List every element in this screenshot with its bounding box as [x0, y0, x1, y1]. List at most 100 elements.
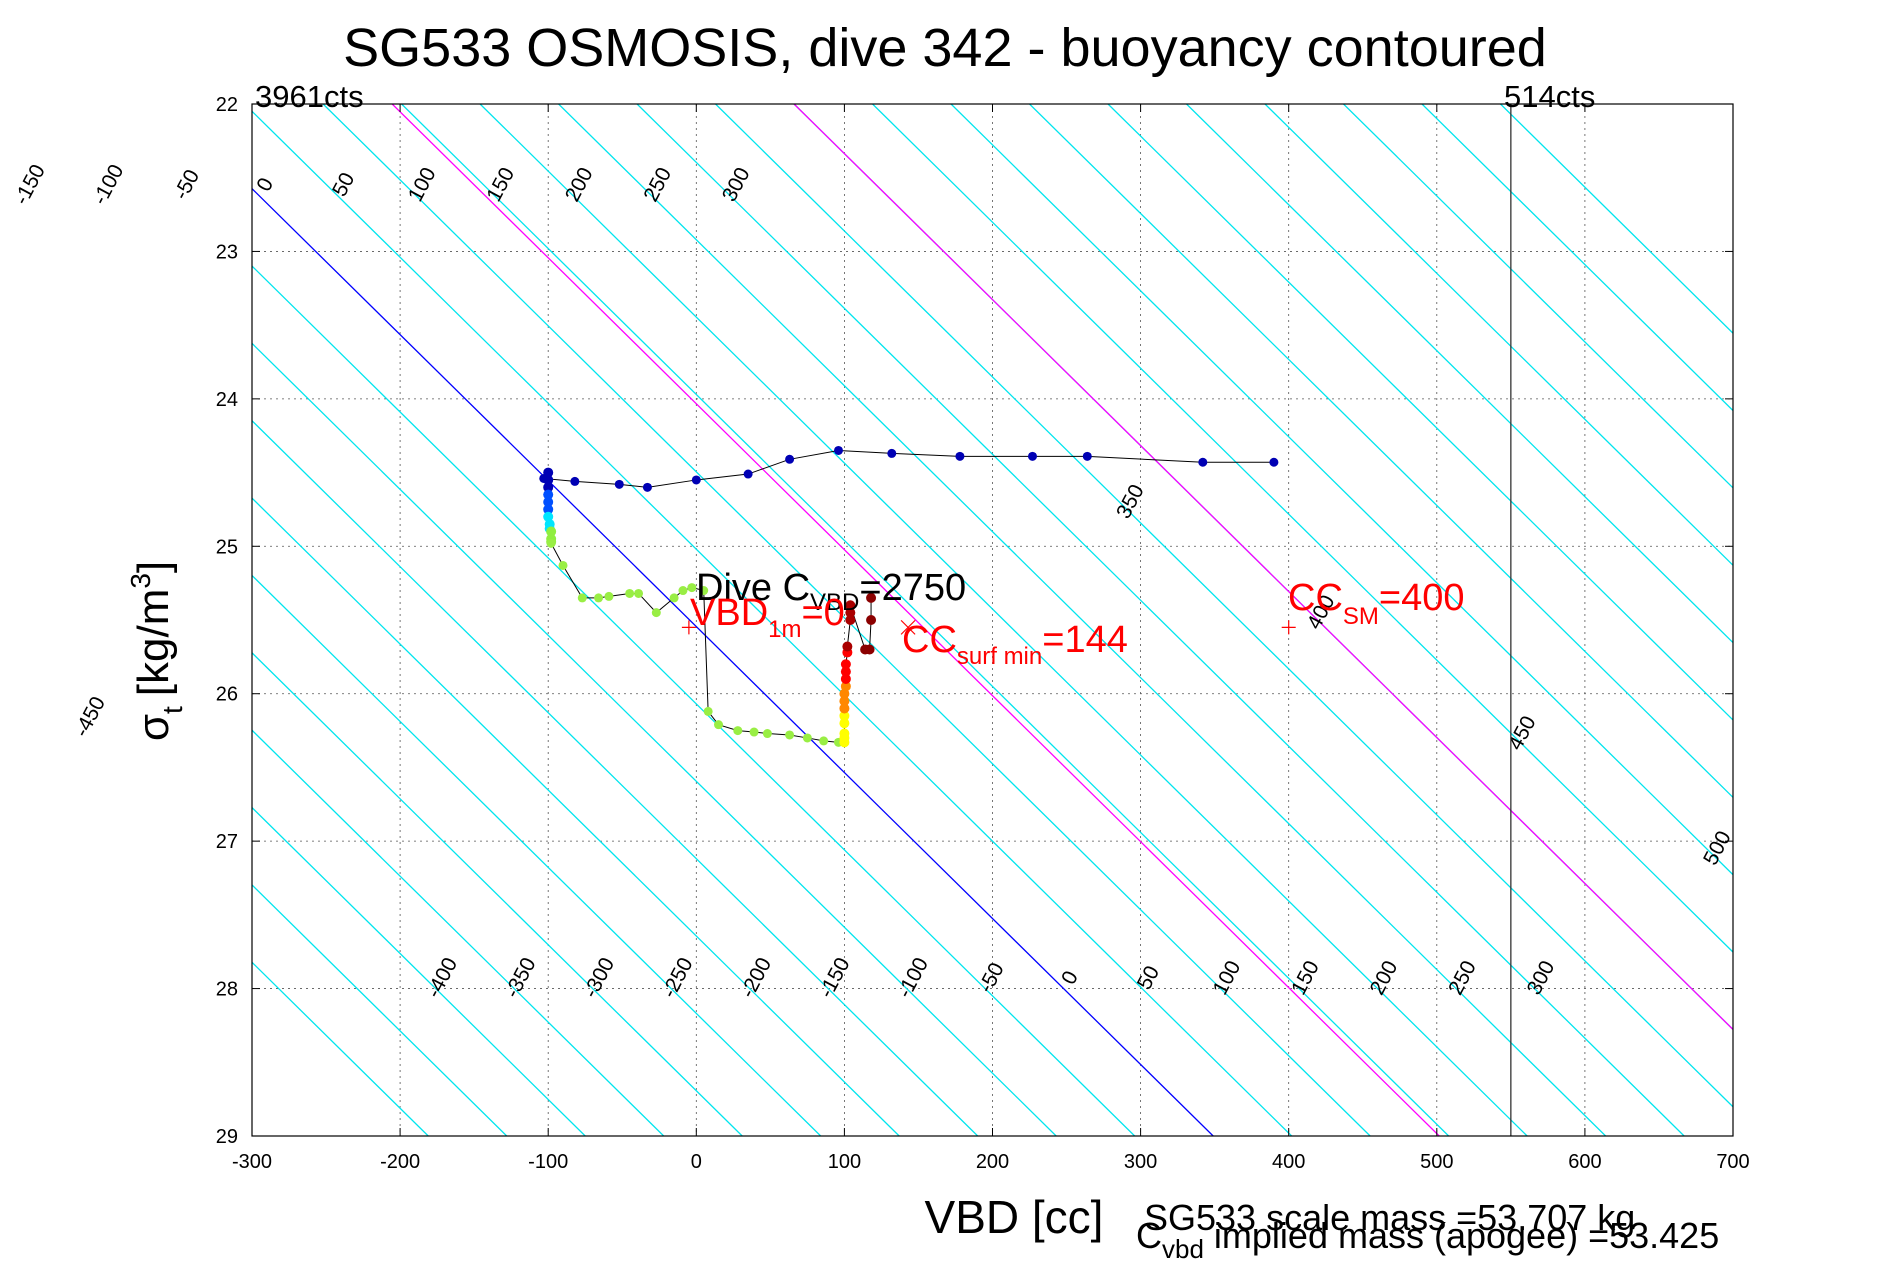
- contour-line: [1107, 104, 1733, 721]
- cc-sm-sub: SM: [1343, 603, 1379, 630]
- dive-point-ascent: [546, 538, 556, 548]
- marker-x: [900, 619, 916, 635]
- annotation-cc-surf-min: CCsurf min=144: [902, 619, 1128, 670]
- contour-label: -300: [579, 954, 619, 1002]
- dive-point-ascent: [651, 608, 661, 618]
- contour-label: -450: [70, 693, 110, 741]
- dive-point-deep: [543, 497, 554, 508]
- dive-point-surface: [845, 607, 856, 618]
- contour-label: 50: [328, 169, 359, 200]
- y-tick-label: 29: [216, 1126, 238, 1148]
- contour-line: [1500, 104, 1733, 335]
- x-tick-label: 0: [691, 1151, 702, 1173]
- contour-line-highlight: [793, 104, 1733, 1031]
- dive-point-ascent: [749, 727, 759, 737]
- x-tick-label: -100: [528, 1151, 568, 1173]
- dive-point-deep: [543, 489, 554, 500]
- dive-point-descent: [955, 451, 965, 461]
- dive-point-surface: [840, 666, 851, 677]
- x-tick-label: 500: [1420, 1151, 1453, 1173]
- contour-line: [252, 110, 1293, 1136]
- cc-surf-min-end: =144: [1042, 619, 1128, 661]
- contour-line: [872, 104, 1733, 953]
- annotation-dive-c: Dive CVBD=2750: [696, 567, 966, 616]
- dive-point-ascent: [634, 588, 644, 598]
- y-tick-label: 23: [216, 241, 238, 263]
- dive-point-surface: [839, 728, 850, 739]
- dive-point-surface: [839, 710, 850, 721]
- contour-line: [1186, 104, 1733, 644]
- dive-point-surface: [845, 600, 856, 611]
- contour-line: [252, 651, 743, 1136]
- contour-label: 100: [1209, 957, 1246, 999]
- dive-point-descent: [785, 454, 795, 464]
- contour-label: -100: [88, 161, 128, 209]
- contour-line: [1421, 104, 1733, 412]
- dive-point-surface: [845, 615, 856, 625]
- vbd-1m-end: =0: [801, 592, 844, 634]
- y-label-end: ]: [129, 561, 178, 573]
- marker-plus: [1281, 620, 1296, 635]
- contour-label: 300: [718, 164, 755, 206]
- y-tick-label: 28: [216, 979, 238, 1001]
- contour-line: [558, 104, 1607, 1136]
- contour-label: 250: [1444, 957, 1481, 999]
- contour-line: [252, 729, 665, 1136]
- cc-surf-min-sub: surf min: [957, 643, 1042, 670]
- contour-line: [715, 104, 1733, 1108]
- dive-point-descent: [887, 448, 897, 458]
- cc-sm-end: =400: [1379, 577, 1465, 619]
- dive-point-ascent: [594, 593, 604, 603]
- contour-label: 250: [639, 164, 676, 206]
- contour-label: -400: [422, 954, 462, 1002]
- contour-label: -250: [658, 954, 698, 1002]
- contour-label: -200: [736, 954, 776, 1002]
- implied-mass-main: C: [1136, 1215, 1162, 1256]
- x-tick-label: 700: [1716, 1151, 1749, 1173]
- dive-point-ascent: [678, 586, 688, 596]
- y-label-sub: t: [157, 706, 188, 714]
- contour-label: 300: [1523, 957, 1560, 999]
- dive-point-ascent: [699, 586, 709, 596]
- x-tick-label: 400: [1272, 1151, 1305, 1173]
- contour-label: 500: [1699, 827, 1736, 869]
- contour-label: 450: [1504, 712, 1541, 754]
- dive-points: [539, 445, 1279, 748]
- y-tick-label: 27: [216, 831, 238, 853]
- dive-point-deep: [543, 482, 554, 493]
- contour-line: [479, 104, 1528, 1136]
- dive-point-ascent: [762, 729, 772, 739]
- dive-point-ascent: [669, 593, 679, 603]
- dive-point-descent: [691, 475, 701, 485]
- y-tick-label: 25: [216, 536, 238, 558]
- y-label-main: σ: [129, 714, 178, 741]
- dive-point-surface: [839, 718, 850, 729]
- contour-label: -100: [893, 954, 933, 1002]
- dive-point-ascent: [703, 706, 713, 716]
- dive-point-descent: [642, 482, 652, 492]
- x-tick-label: -300: [232, 1151, 272, 1173]
- contour-line: [252, 806, 586, 1136]
- x-tick-label: 100: [828, 1151, 861, 1173]
- contour-label: 100: [404, 164, 441, 206]
- dive-point-ascent: [714, 720, 724, 730]
- dive-point-ascent: [819, 736, 829, 746]
- annotation-cc-sm: CCSM=400: [1288, 577, 1464, 630]
- dive-point-ascent: [625, 588, 635, 598]
- contour-line: [636, 104, 1685, 1136]
- contour-line: [252, 342, 1057, 1136]
- dive-point-descent: [1269, 457, 1279, 467]
- dive-point-deep: [543, 504, 554, 515]
- x-tick-label: 300: [1124, 1151, 1157, 1173]
- dive-point-descent: [833, 445, 843, 455]
- dive-point-descent: [614, 479, 624, 489]
- dive-point-surface: [842, 641, 853, 652]
- dive-point-surface: [864, 644, 875, 655]
- vbd-1m-main: VBD: [690, 592, 768, 634]
- contour-line: [252, 497, 900, 1136]
- dive-c-main: Dive C: [696, 567, 810, 609]
- dive-point-deep: [543, 474, 554, 485]
- dive-point-surface: [840, 673, 851, 684]
- footer-implied-mass: Cvbd implied mass (apogee) =53.425: [1136, 1215, 1719, 1262]
